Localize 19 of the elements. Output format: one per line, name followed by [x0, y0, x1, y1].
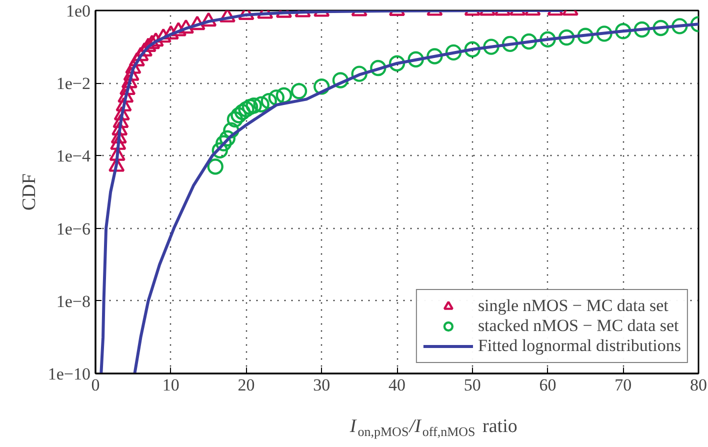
y-tick-label: 1e−10	[48, 364, 91, 384]
y-tick-label: 1e−8	[56, 292, 91, 311]
x-tick-label: 0	[91, 376, 100, 394]
x-tick-label: 70	[614, 376, 632, 394]
x-tick-label: 20	[238, 376, 255, 394]
x-tick-label: 60	[539, 376, 556, 394]
y-tick-label: 1e−6	[56, 219, 91, 238]
y-tick-label: 1e0	[66, 2, 90, 20]
x-tick-label: 10	[162, 376, 180, 394]
y-tick-label: 1e−4	[56, 146, 91, 166]
y-axis-title: CDF	[18, 174, 40, 210]
legend-label: stacked nMOS − MC data set	[478, 316, 679, 336]
x-tick-label: 80	[690, 376, 707, 394]
legend-label: single nMOS − MC data set	[478, 296, 668, 316]
legend-label: Fitted lognormal distributions	[478, 336, 681, 356]
x-tick-label: 50	[464, 376, 481, 394]
x-tick-label: 40	[388, 376, 406, 394]
y-tick-label: 1e−2	[56, 74, 91, 94]
x-tick-label: 30	[313, 376, 330, 394]
